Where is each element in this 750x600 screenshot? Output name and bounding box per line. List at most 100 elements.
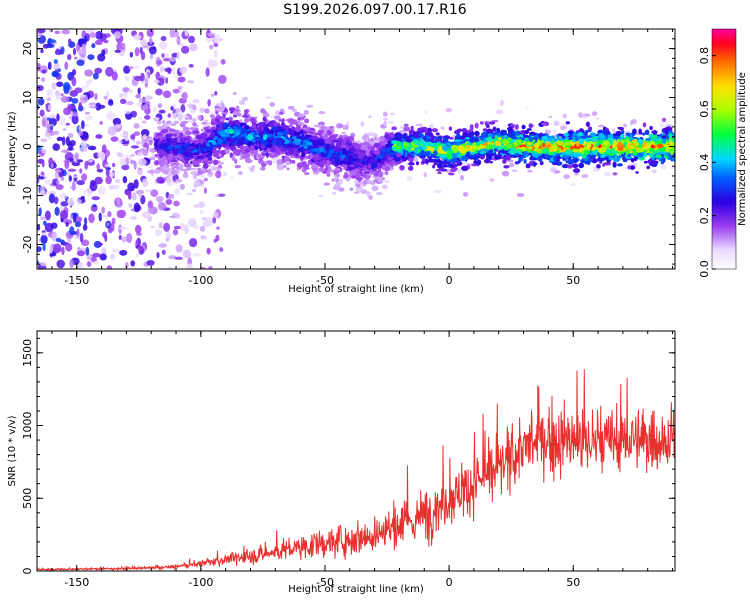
heat-blob — [86, 79, 93, 84]
heat-blob — [112, 162, 116, 168]
heat-blob — [209, 59, 219, 68]
heat-blob — [448, 126, 453, 131]
heat-blob — [186, 263, 194, 269]
heat-blob — [532, 162, 538, 166]
heat-blob — [660, 165, 667, 170]
heat-blob — [93, 261, 99, 265]
heat-blob — [383, 180, 391, 183]
heat-blob — [149, 53, 154, 60]
heat-blob — [578, 112, 583, 118]
heat-blob — [165, 164, 170, 168]
heat-blob — [157, 103, 163, 109]
heat-blob — [134, 224, 142, 234]
heat-blob — [225, 117, 230, 121]
heat-blob — [199, 107, 206, 113]
heat-blob — [193, 252, 202, 257]
heat-blob — [190, 171, 199, 175]
heat-blob — [121, 137, 129, 140]
heat-blob — [173, 200, 180, 207]
heat-blob — [114, 123, 121, 129]
heat-blob — [216, 226, 220, 230]
heat-blob — [160, 128, 169, 134]
heat-blob — [71, 76, 77, 87]
heat-blob — [351, 142, 359, 147]
heat-blob — [406, 176, 413, 182]
heat-blob — [252, 121, 256, 127]
heat-blob — [67, 168, 77, 172]
heat-blob — [90, 256, 97, 263]
heat-blob — [235, 121, 241, 126]
heat-blob — [241, 96, 249, 102]
heat-blob — [302, 163, 310, 168]
heat-blob — [111, 217, 116, 225]
heat-blob — [193, 204, 200, 208]
heat-blob — [297, 154, 301, 159]
heat-blob — [342, 124, 350, 130]
heat-blob — [67, 197, 75, 206]
heat-blob — [378, 177, 383, 183]
heat-blob — [184, 114, 189, 118]
heat-blob — [180, 104, 186, 113]
heat-blob — [48, 115, 56, 119]
heat-blob — [210, 126, 217, 131]
heat-blob — [212, 159, 219, 166]
heat-blob — [113, 31, 121, 39]
heat-blob — [622, 123, 628, 128]
heat-blob — [494, 154, 502, 160]
heat-blob — [553, 155, 558, 162]
heat-blob — [40, 234, 48, 244]
heat-blob — [180, 113, 185, 118]
heat-blob — [173, 214, 181, 219]
heat-blob — [449, 141, 456, 145]
heat-blob — [219, 247, 224, 253]
heat-blob — [40, 185, 47, 192]
heat-blob — [156, 251, 160, 259]
heat-blob — [54, 49, 63, 56]
heat-blob — [85, 246, 90, 256]
heat-blob — [222, 171, 227, 177]
heat-blob — [489, 121, 496, 125]
heat-blob — [192, 130, 200, 134]
heat-blob — [84, 160, 89, 170]
heat-blob — [282, 164, 287, 169]
heat-blob — [95, 102, 102, 111]
heat-blob — [106, 265, 113, 269]
heat-blob — [275, 110, 281, 117]
heat-blob — [526, 128, 532, 131]
heat-blob — [511, 136, 518, 140]
heat-blob — [141, 120, 147, 124]
heat-blob — [87, 192, 92, 197]
heat-blob — [170, 169, 178, 176]
heat-blob — [201, 169, 207, 172]
heat-blob — [85, 115, 93, 120]
heat-blob — [119, 98, 127, 105]
heat-blob — [265, 160, 273, 164]
heat-blob — [618, 126, 625, 131]
heat-blob — [74, 160, 78, 163]
heat-blob — [142, 211, 151, 219]
heat-blob — [168, 128, 176, 132]
heat-blob — [298, 113, 305, 118]
heat-blob — [362, 180, 368, 185]
heat-blob — [129, 51, 134, 58]
heat-blob — [120, 158, 126, 162]
heat-blob — [215, 110, 219, 115]
heat-blob — [291, 108, 298, 113]
heat-blob — [581, 174, 589, 178]
heat-blob — [122, 87, 130, 93]
heat-blob — [550, 157, 555, 163]
heat-blob — [596, 164, 601, 169]
heat-blob — [159, 41, 167, 50]
heat-blob — [137, 167, 142, 170]
heat-blob — [403, 123, 409, 127]
heat-blob — [133, 131, 141, 137]
heat-blob — [601, 135, 606, 139]
heat-blob — [201, 122, 208, 125]
heat-blob — [116, 197, 121, 206]
heat-blob — [80, 140, 87, 147]
heat-blob — [586, 158, 593, 163]
heat-blob — [112, 117, 122, 126]
heat-blob — [208, 265, 213, 269]
heat-blob — [599, 161, 603, 164]
heat-blob — [136, 141, 141, 145]
